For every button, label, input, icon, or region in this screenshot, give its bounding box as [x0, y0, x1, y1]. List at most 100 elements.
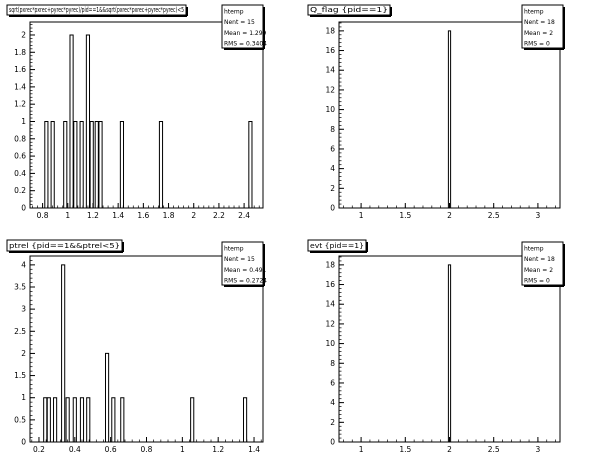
x-tick-label: 2.2	[213, 211, 225, 220]
x-tick-label: 1.2	[212, 445, 224, 454]
histogram-bin	[98, 120, 103, 208]
x-tick-label: 1.5	[399, 445, 411, 454]
histogram-bin	[63, 120, 68, 208]
y-tick-label: 2	[330, 418, 335, 427]
x-tick-label: 1.4	[112, 211, 124, 220]
histogram-bin	[447, 264, 452, 442]
stats-mean: Mean = 2	[524, 267, 553, 274]
histogram-bin	[72, 397, 77, 442]
histogram-bin	[447, 30, 452, 208]
y-tick-label: 10	[325, 105, 335, 114]
histogram-bin	[61, 264, 66, 442]
y-tick-label: 12	[325, 85, 335, 94]
histogram-bin	[44, 120, 49, 208]
y-tick-label: 1.8	[14, 48, 26, 57]
y-tick-label: 4	[330, 398, 335, 407]
x-tick-label: 1.4	[248, 445, 260, 454]
histogram-title: ptrel {pid==1&&ptrel<5}	[9, 242, 120, 250]
y-tick-label: 0.4	[14, 169, 26, 178]
stats-header: htemp	[524, 8, 544, 15]
y-tick-label: 12	[325, 319, 335, 328]
x-tick-label: 0.2	[33, 445, 45, 454]
histogram-bin	[69, 34, 74, 208]
x-tick-label: 0.8	[141, 445, 153, 454]
y-tick-label: 2	[21, 30, 26, 39]
y-tick-label: 3.5	[14, 283, 26, 292]
y-tick-label: 1.5	[14, 371, 26, 380]
histogram-bin	[79, 120, 84, 208]
x-tick-label: 2	[447, 211, 452, 220]
histogram-bin	[89, 120, 94, 208]
x-tick-label: 2.5	[488, 445, 500, 454]
histogram-panel-1: 0 0.2 0.4 0.6 0.8 1 1.2 1.4 1.6 1.8 2 0.8 1 1.2 1.4 1.6…	[6, 4, 267, 220]
y-tick-label: 0.8	[14, 134, 26, 143]
histogram-bin	[53, 397, 58, 442]
x-tick-label: 1.6	[137, 211, 149, 220]
histogram-bin	[50, 120, 55, 208]
y-tick-label: 0	[21, 438, 26, 447]
histogram-bin	[119, 120, 125, 208]
histogram-bin	[248, 120, 253, 208]
x-tick-label: 1.2	[87, 211, 99, 220]
y-tick-label: 18	[325, 260, 335, 269]
y-tick-label: 1.6	[14, 65, 26, 74]
x-tick-label: 2	[447, 445, 452, 454]
y-tick-label: 6	[330, 144, 335, 153]
y-tick-label: 0	[330, 204, 335, 213]
x-tick-label: 0.6	[105, 445, 117, 454]
y-tick-label: 14	[325, 66, 335, 75]
histogram-bin	[46, 397, 51, 442]
stats-entries: Nent = 18	[524, 19, 555, 26]
stats-header: htemp	[224, 245, 244, 252]
histogram-bin	[73, 120, 78, 208]
histogram-bin	[65, 397, 70, 442]
histogram-bin	[243, 397, 248, 442]
x-tick-label: 3	[536, 445, 541, 454]
y-tick-label: 10	[325, 339, 335, 348]
y-tick-label: 8	[330, 125, 335, 134]
x-tick-label: 2.5	[488, 211, 500, 220]
histogram-bin	[94, 120, 99, 208]
histogram-bin	[79, 397, 85, 442]
x-tick-label: 1	[180, 445, 185, 454]
y-tick-label: 3	[21, 305, 26, 314]
x-tick-label: 2.4	[238, 211, 250, 220]
histogram-bin	[86, 397, 91, 442]
histogram-bin	[190, 397, 195, 442]
stats-rms: RMS = 0	[524, 41, 550, 48]
x-tick-label: 1	[359, 445, 364, 454]
histogram-bin	[43, 397, 48, 442]
y-tick-label: 1.4	[14, 82, 26, 91]
histogram-title: Q_flag {pid==1}	[310, 6, 388, 14]
stats-mean: Mean = 0.491	[224, 267, 267, 274]
stats-entries: Nent = 15	[224, 256, 255, 263]
y-tick-label: 18	[325, 26, 335, 35]
histogram-panel-2: 0 2 4 6 8 10 12 14 16 18 1 1.5 2 2.5 3 Q_flag {pid==1} h…	[307, 4, 565, 220]
histogram-bin	[85, 34, 91, 208]
y-tick-label: 8	[330, 359, 335, 368]
stats-rms: RMS = 0	[524, 278, 550, 285]
stats-mean: Mean = 1.299	[224, 30, 267, 37]
stats-header: htemp	[524, 245, 544, 252]
stats-header: htemp	[224, 8, 244, 15]
x-tick-label: 1	[359, 211, 364, 220]
stats-entries: Nent = 18	[524, 256, 555, 263]
stats-rms: RMS = 0.3404	[224, 41, 267, 48]
x-tick-label: 0.4	[69, 445, 81, 454]
y-tick-label: 0	[330, 438, 335, 447]
x-tick-label: 3	[536, 211, 541, 220]
histogram-title: sqrt(pxrec*pxrec+pyrec*pyrec)/pid==1&&sq…	[9, 6, 184, 14]
y-tick-label: 1	[21, 393, 26, 402]
histogram-title: evt {pid==1}	[310, 242, 364, 250]
histogram-bin	[120, 397, 125, 442]
y-tick-label: 1.2	[14, 100, 26, 109]
x-tick-label: 2	[191, 211, 196, 220]
histogram-bin	[158, 120, 164, 208]
x-tick-label: 1.5	[399, 211, 411, 220]
y-tick-label: 4	[21, 260, 26, 269]
stats-mean: Mean = 2	[524, 30, 553, 37]
y-tick-label: 2	[21, 349, 26, 358]
y-tick-label: 16	[325, 46, 335, 55]
y-tick-label: 6	[330, 378, 335, 387]
